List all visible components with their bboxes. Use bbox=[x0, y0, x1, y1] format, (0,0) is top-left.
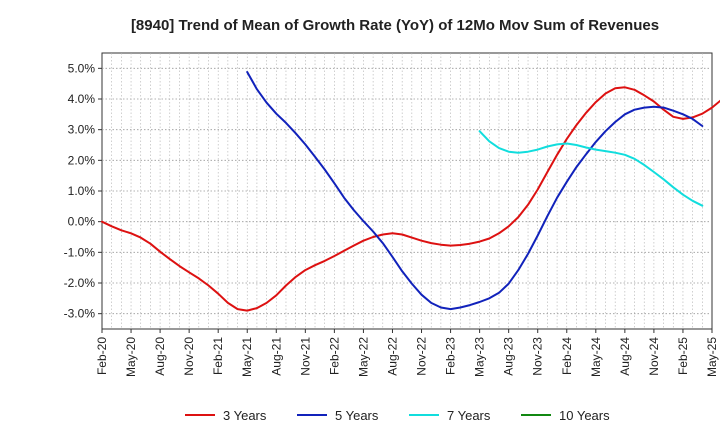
x-tick-label: Nov-20 bbox=[182, 337, 196, 376]
x-tick-label: Feb-20 bbox=[95, 337, 109, 375]
y-tick-label: -1.0% bbox=[64, 245, 96, 259]
chart-title: [8940] Trend of Mean of Growth Rate (YoY… bbox=[131, 17, 659, 34]
grid bbox=[102, 53, 712, 329]
x-tick-label: May-25 bbox=[705, 337, 719, 377]
x-tick-label: May-22 bbox=[356, 337, 370, 377]
y-tick-label: 3.0% bbox=[68, 123, 96, 137]
x-tick-label: Nov-23 bbox=[531, 337, 545, 376]
y-tick-label: 1.0% bbox=[68, 184, 96, 198]
x-tick-label: Feb-22 bbox=[327, 337, 341, 375]
series-line-3-years bbox=[101, 86, 720, 312]
legend-label-3-years: 3 Years bbox=[223, 408, 267, 423]
y-tick-label: -2.0% bbox=[64, 276, 96, 290]
x-tick-label: Aug-24 bbox=[618, 337, 632, 376]
y-axis: -3.0% -2.0% -1.0% 0.0% 1.0% 2.0% 3.0% 4.0% 5.0% bbox=[64, 61, 102, 321]
y-tick-label: -3.0% bbox=[64, 307, 96, 321]
series-line-7-years bbox=[478, 130, 704, 207]
x-tick-label: Feb-21 bbox=[211, 337, 225, 375]
series-line-5-years bbox=[246, 71, 704, 311]
series-group bbox=[101, 71, 720, 312]
x-tick-label: May-21 bbox=[240, 337, 254, 377]
legend-label-10-years: 10 Years bbox=[559, 408, 610, 423]
x-tick-label: Feb-23 bbox=[444, 337, 458, 375]
x-tick-label: Aug-21 bbox=[269, 337, 283, 376]
x-tick-label: Feb-24 bbox=[560, 337, 574, 375]
x-tick-label: May-20 bbox=[124, 337, 138, 377]
y-tick-label: 0.0% bbox=[68, 215, 96, 229]
legend-label-7-years: 7 Years bbox=[447, 408, 491, 423]
x-tick-label: Nov-21 bbox=[298, 337, 312, 376]
x-tick-label: Aug-20 bbox=[153, 337, 167, 376]
x-tick-label: May-24 bbox=[589, 337, 603, 377]
x-tick-label: Feb-25 bbox=[676, 337, 690, 375]
y-tick-label: 4.0% bbox=[68, 92, 96, 106]
x-tick-label: May-23 bbox=[473, 337, 487, 377]
x-tick-label: Aug-22 bbox=[385, 337, 399, 376]
x-axis: Feb-20 May-20 Aug-20 Nov-20 Feb-21 May-21 Aug-… bbox=[95, 329, 719, 377]
x-tick-label: Aug-23 bbox=[502, 337, 516, 376]
x-tick-label: Nov-24 bbox=[647, 337, 661, 376]
y-tick-label: 5.0% bbox=[68, 61, 96, 75]
legend: 3 Years 5 Years 7 Years 10 Years bbox=[185, 408, 610, 423]
y-tick-label: 2.0% bbox=[68, 153, 96, 167]
legend-label-5-years: 5 Years bbox=[335, 408, 379, 423]
x-tick-label: Nov-22 bbox=[415, 337, 429, 376]
